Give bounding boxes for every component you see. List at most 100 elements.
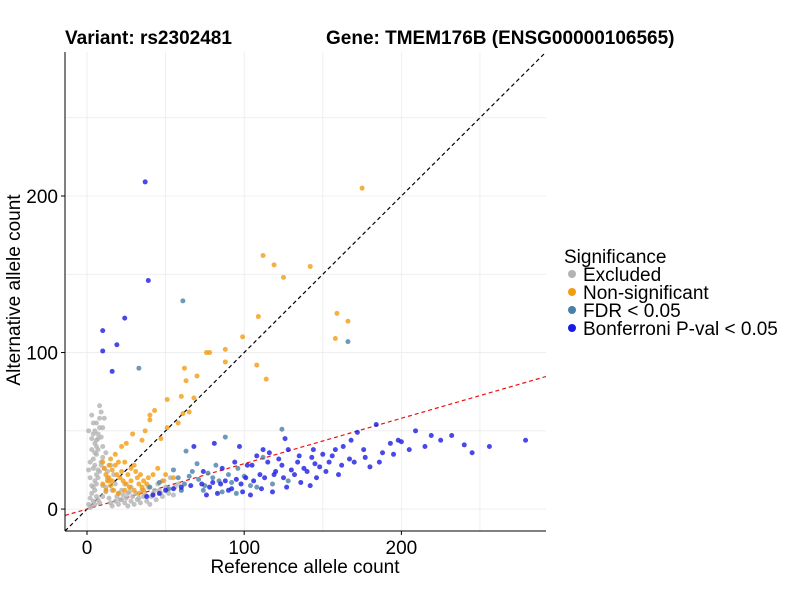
data-point [271,262,277,268]
data-point [282,436,288,442]
data-point [164,425,170,431]
data-point [469,450,475,456]
data-point [156,479,162,485]
data-point [163,487,169,493]
data-point [186,473,192,479]
data-point [108,483,114,489]
data-point [181,481,187,487]
data-point [295,459,301,465]
data-point [163,472,169,478]
data-point [178,484,184,490]
data-point [232,459,238,465]
data-point [361,447,367,453]
data-point [120,478,126,484]
data-point [130,494,136,500]
data-point [164,397,170,403]
data-point [461,442,467,448]
data-point [122,459,128,465]
data-point [175,475,181,481]
series-non-significant [100,185,365,496]
data-point [260,252,266,258]
data-point [175,420,181,426]
series-bonferroni-p-val-0-05 [100,179,529,500]
data-point [359,185,365,191]
data-point [123,440,129,446]
data-point [101,465,107,471]
data-point [137,472,143,478]
data-point [314,475,320,481]
legend-key [568,306,576,314]
data-point [87,459,93,465]
data-point [207,484,213,490]
legend-title: Significance [564,247,666,268]
data-point [93,481,99,487]
data-point [125,472,131,478]
data-point [219,465,225,471]
data-point [413,428,419,434]
data-point [100,348,106,354]
data-point [145,475,151,481]
data-point [178,393,184,399]
data-point [136,481,142,487]
data-point [254,453,260,459]
data-point [142,428,148,434]
data-point [196,476,202,482]
data-point [262,475,268,481]
data-point [86,501,92,507]
data-point [95,475,101,481]
data-point [98,434,104,440]
data-point [354,429,360,435]
data-point [243,475,249,481]
data-point [170,467,176,473]
data-point [288,467,294,473]
data-point [103,450,109,456]
data-point [320,451,326,457]
data-point [100,454,106,460]
data-point [191,443,197,449]
data-point [133,469,139,475]
x-tick-label: 0 [82,538,93,559]
legend-label: FDR < 0.05 [583,301,681,322]
data-point [291,472,297,478]
data-point [222,434,228,440]
data-point [340,443,346,449]
data-point [348,437,354,443]
data-point [100,328,106,334]
data-point [122,500,128,506]
data-point [89,447,95,453]
data-point [210,479,216,485]
data-point [150,492,156,498]
data-point [97,403,103,409]
data-point [240,489,246,495]
variant-title: Variant: rs2302481 [65,28,232,49]
legend-key [568,288,576,296]
data-point [438,437,444,443]
data-point [98,409,104,415]
data-point [247,492,253,498]
x-tick-label: 200 [386,538,418,559]
series-fdr-0-05 [136,298,351,496]
data-point [97,415,103,421]
data-point [284,484,290,490]
data-point [334,310,340,316]
data-point [279,426,285,432]
data-point [211,440,217,446]
data-point [247,483,253,489]
y-tick-label: 100 [26,344,58,365]
data-point [194,373,200,379]
data-point [406,447,412,453]
y-axis-title: Alternative allele count [4,194,25,386]
data-point [101,415,107,421]
data-point [373,422,379,428]
data-point [213,462,219,468]
legend-label: Excluded [583,265,661,286]
data-point [332,447,338,453]
data-point [257,472,263,478]
data-point [170,486,176,492]
legend: Significance ExcludedNon-significantFDR … [564,247,778,340]
data-point [345,339,351,345]
data-point [266,450,272,456]
data-point [92,450,98,456]
data-point [391,451,397,457]
data-point [265,459,271,465]
